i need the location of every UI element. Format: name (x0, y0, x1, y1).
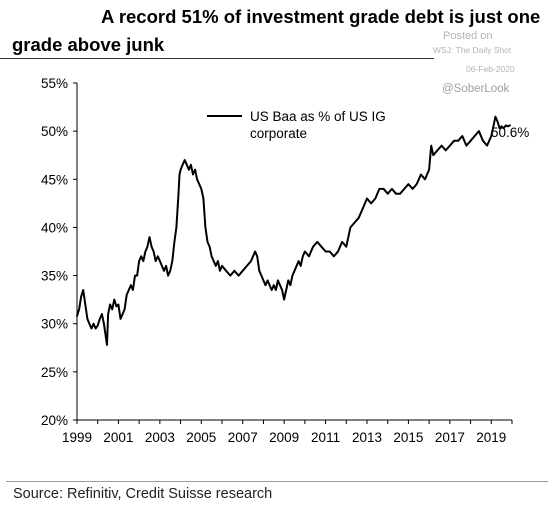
y-tick-label: 20% (41, 413, 68, 428)
x-tick-label: 2001 (103, 430, 133, 445)
x-tick-label: 2019 (476, 430, 506, 445)
watermark-posted-on: Posted on (443, 30, 493, 42)
x-tick-label: 2017 (435, 430, 465, 445)
x-tick-label: 2011 (311, 430, 340, 445)
watermark-outlet: WSJ: The Daily Shot (433, 45, 512, 55)
watermark-handle: @SoberLook (442, 83, 510, 95)
chart-axes (76, 83, 512, 421)
y-tick-label: 45% (41, 172, 68, 187)
x-axis-ticks: 1999 2001 2003 2005 2007 2009 2011 2013 2015 2017… (62, 420, 513, 445)
annotation-last-value: 50.6% (491, 125, 529, 140)
y-axis-ticks: 20% 25% 30% 35% 40% 45% 50% 55% (41, 76, 77, 428)
y-tick-label: 40% (41, 220, 68, 235)
series-group (76, 115, 511, 346)
series-line (76, 115, 511, 346)
x-tick-label: 2007 (228, 430, 258, 445)
chart-title-line-1: A record 51% of investment grade debt is… (101, 6, 541, 27)
chart-annotations: 50.6% (491, 125, 529, 140)
y-tick-label: 55% (41, 76, 68, 91)
y-tick-label: 30% (41, 317, 68, 332)
source-note: Source: Refinitiv, Credit Suisse researc… (13, 486, 273, 502)
x-tick-label: 1999 (62, 430, 92, 445)
x-tick-label: 2005 (186, 430, 216, 445)
source-divider (6, 481, 548, 482)
title-underline (0, 58, 434, 59)
y-tick-label: 25% (41, 365, 68, 380)
x-tick-label: 2003 (145, 430, 175, 445)
watermark-date: 06-Feb-2020 (466, 64, 515, 74)
y-tick-label: 35% (41, 269, 68, 284)
legend-label: US Baa as % of US IG corporate (250, 109, 386, 141)
chart-legend: US Baa as % of US IG corporate (207, 109, 386, 141)
x-tick-label: 2013 (352, 430, 382, 445)
y-tick-label: 50% (41, 124, 68, 139)
x-tick-label: 2015 (393, 430, 423, 445)
chart-title-line-2: grade above junk (12, 34, 165, 55)
x-tick-label: 2009 (269, 430, 299, 445)
line-chart: 20% 25% 30% 35% 40% 45% 50% 55% 1999 2001 2003 200… (41, 76, 529, 445)
